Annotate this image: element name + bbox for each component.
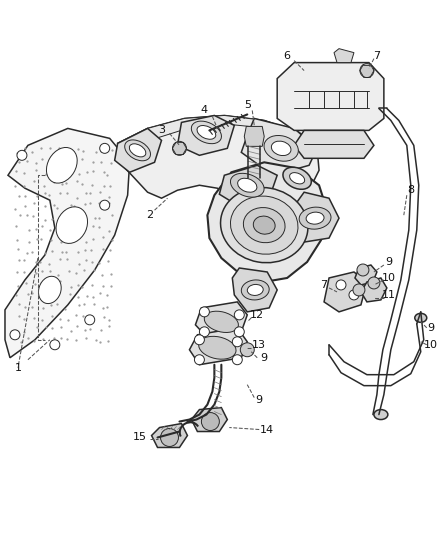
Text: 3: 3 (158, 125, 165, 135)
Polygon shape (324, 272, 367, 312)
Ellipse shape (204, 311, 238, 333)
Polygon shape (277, 62, 384, 131)
Ellipse shape (46, 148, 77, 183)
Ellipse shape (191, 121, 222, 144)
Circle shape (173, 141, 187, 155)
Circle shape (240, 343, 254, 357)
Text: 8: 8 (407, 185, 414, 195)
Ellipse shape (283, 167, 311, 189)
Polygon shape (294, 131, 374, 158)
Text: 13: 13 (252, 340, 266, 350)
Text: 9: 9 (385, 257, 392, 267)
Circle shape (100, 200, 110, 210)
Ellipse shape (238, 178, 257, 192)
Circle shape (234, 310, 244, 320)
Polygon shape (152, 424, 187, 448)
Circle shape (232, 355, 242, 365)
Polygon shape (355, 265, 377, 285)
Polygon shape (191, 408, 227, 432)
Text: 9: 9 (261, 353, 268, 363)
Text: 4: 4 (201, 106, 208, 116)
Ellipse shape (56, 207, 88, 244)
Ellipse shape (244, 207, 285, 243)
Polygon shape (291, 192, 339, 242)
Circle shape (50, 340, 60, 350)
Ellipse shape (39, 276, 61, 304)
Polygon shape (177, 116, 234, 155)
Ellipse shape (374, 409, 388, 419)
Circle shape (368, 277, 380, 289)
Circle shape (199, 327, 209, 337)
Polygon shape (190, 328, 247, 365)
Ellipse shape (241, 280, 269, 300)
Circle shape (336, 280, 346, 290)
Text: 12: 12 (250, 310, 264, 320)
Text: 15: 15 (133, 432, 147, 442)
Ellipse shape (197, 126, 216, 139)
Text: 6: 6 (284, 51, 291, 61)
Circle shape (234, 327, 244, 337)
Text: 2: 2 (146, 210, 153, 220)
Circle shape (360, 63, 374, 78)
Text: 10: 10 (382, 273, 396, 283)
Text: 9: 9 (256, 394, 263, 405)
Polygon shape (219, 165, 277, 205)
Polygon shape (5, 128, 130, 358)
Text: 7: 7 (373, 51, 381, 61)
Ellipse shape (415, 313, 427, 322)
Ellipse shape (125, 140, 151, 161)
Text: 11: 11 (382, 290, 396, 300)
Text: 14: 14 (260, 424, 274, 434)
Polygon shape (195, 302, 247, 338)
Polygon shape (207, 163, 327, 282)
Polygon shape (115, 128, 162, 172)
Ellipse shape (220, 188, 308, 263)
Circle shape (194, 335, 205, 345)
Polygon shape (118, 116, 317, 152)
Ellipse shape (290, 173, 305, 184)
Text: 1: 1 (14, 362, 21, 373)
Circle shape (201, 413, 219, 431)
Circle shape (357, 264, 369, 276)
Circle shape (353, 284, 365, 296)
Polygon shape (334, 49, 354, 62)
Circle shape (232, 337, 242, 347)
Polygon shape (232, 268, 277, 312)
Circle shape (85, 315, 95, 325)
Text: 5: 5 (244, 101, 251, 110)
Circle shape (199, 307, 209, 317)
Circle shape (17, 150, 27, 160)
Ellipse shape (230, 196, 298, 254)
Text: 10: 10 (424, 340, 438, 350)
Ellipse shape (272, 141, 291, 156)
Text: 9: 9 (427, 323, 434, 333)
Ellipse shape (129, 144, 146, 157)
Text: 7: 7 (321, 280, 328, 290)
Circle shape (100, 143, 110, 154)
Ellipse shape (299, 207, 331, 229)
Ellipse shape (230, 173, 264, 197)
Ellipse shape (199, 336, 236, 359)
Polygon shape (241, 118, 317, 172)
Polygon shape (244, 126, 264, 147)
Ellipse shape (253, 216, 275, 234)
Circle shape (10, 330, 20, 340)
Circle shape (194, 355, 205, 365)
Circle shape (161, 429, 178, 447)
Circle shape (349, 290, 359, 300)
Ellipse shape (264, 135, 298, 161)
Polygon shape (118, 116, 319, 212)
Polygon shape (361, 278, 387, 302)
Ellipse shape (306, 212, 324, 224)
Ellipse shape (247, 285, 263, 295)
